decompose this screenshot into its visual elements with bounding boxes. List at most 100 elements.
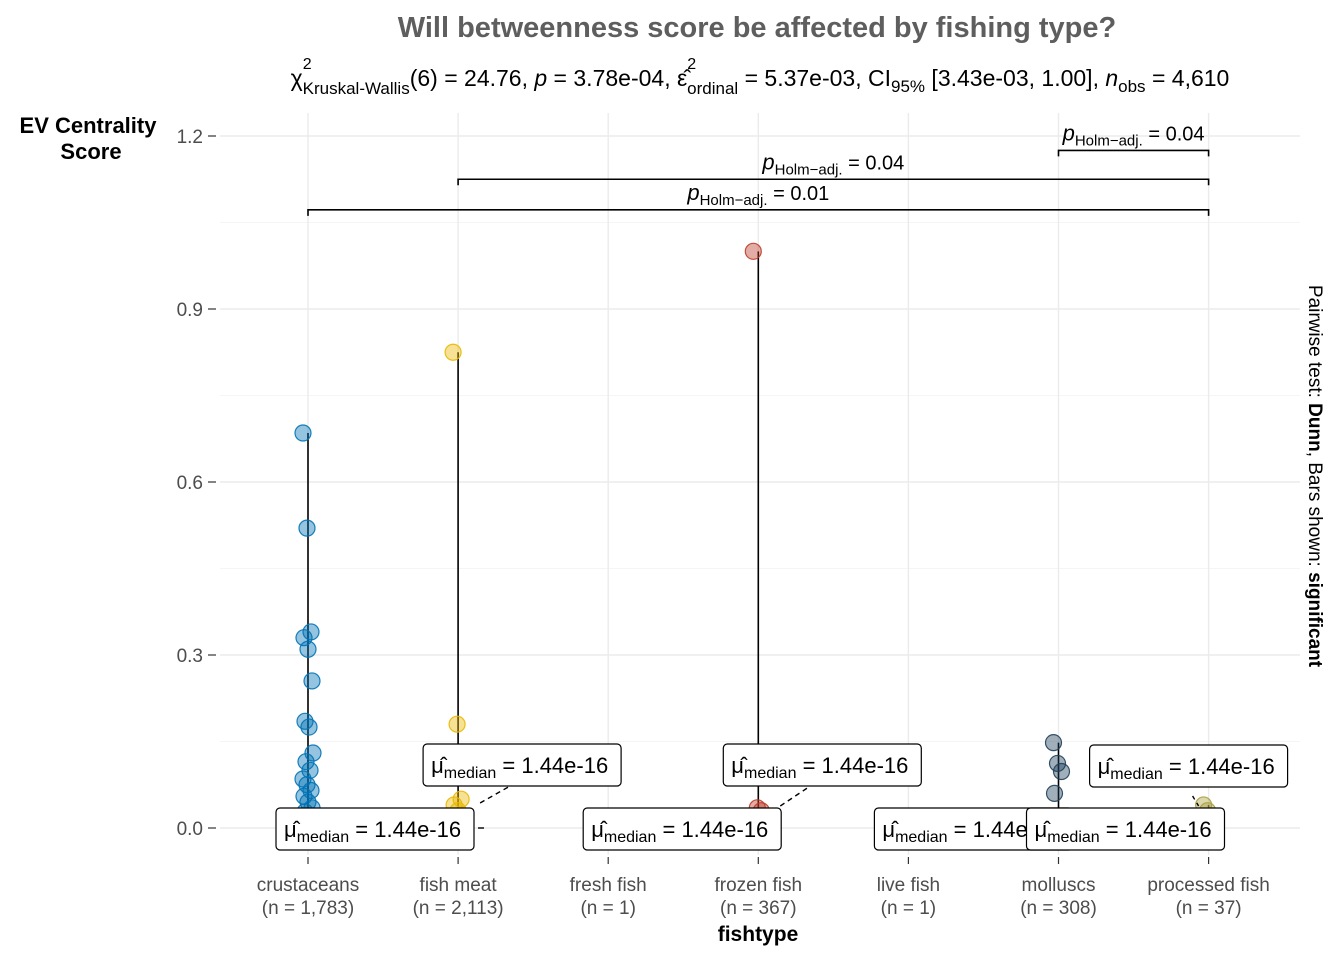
median-eq: =: [948, 817, 973, 842]
data-point: [304, 744, 322, 762]
y-axis-label-line-1: EV Centrality: [20, 113, 158, 138]
data-point: [448, 715, 466, 733]
data-point: [1048, 754, 1067, 773]
data-point: [1044, 734, 1063, 752]
subtitle-eps-sup: 2: [687, 56, 696, 73]
median-label-text: μ̂median = 1.44e-16: [1035, 817, 1212, 846]
pairwise-p-value: = 0.04: [1143, 123, 1205, 145]
subtitle-p-value: 3.78e-04: [573, 65, 664, 91]
y-tick-label: 0.9: [177, 300, 203, 321]
median-label-box: [422, 743, 622, 787]
data-point: [294, 424, 312, 442]
x-tick-label: frozen fish: [714, 875, 802, 896]
median-mu: μ̂: [882, 817, 899, 842]
subtitle-chi-value: 24.76: [464, 65, 522, 91]
subtitle-chi-sub: Kruskal-Wallis: [303, 79, 410, 98]
subtitle-chi-sup: 2: [303, 56, 312, 73]
data-point: [1052, 762, 1071, 781]
pairwise-p-value: = 0.04: [843, 152, 905, 174]
y-tick-label: 0.3: [177, 646, 203, 667]
subtitle-sep-3: ,: [855, 65, 868, 91]
pairwise-label: pHolm−adj. = 0.01: [686, 180, 829, 209]
subtitle-sep-4: ,: [1093, 65, 1106, 91]
x-tick-count: (n = 308): [1020, 898, 1097, 919]
x-tick-count: (n = 37): [1176, 898, 1242, 919]
data-point: [300, 718, 318, 736]
x-tick-count: (n = 2,113): [413, 898, 504, 919]
median-sub: median: [1047, 829, 1099, 846]
median-mu: μ̂: [1035, 817, 1052, 842]
pairwise-p: p: [1062, 120, 1075, 145]
median-sub: median: [1110, 766, 1162, 783]
pairwise-bar: [307, 209, 1210, 216]
median-mu: μ̂: [591, 817, 608, 842]
median-sub: median: [744, 765, 796, 782]
subtitle-n-sub: obs: [1118, 77, 1145, 96]
median-eq: =: [656, 817, 681, 842]
median-mu: μ̂: [431, 753, 448, 778]
x-tick-label: processed fish: [1147, 875, 1270, 896]
median-mu: μ̂: [1098, 754, 1115, 779]
median-connector: [1191, 795, 1200, 807]
pairwise-p: p: [686, 180, 699, 205]
x-tick-count: (n = 367): [720, 898, 797, 919]
median-mu: μ̂: [284, 817, 301, 842]
median-label-text: μ̂median = 1.44e-16: [284, 817, 461, 846]
caption-prefix: Pairwise test:: [1304, 285, 1325, 403]
x-tick-count: (n = 1): [881, 898, 936, 919]
subtitle-p: p: [533, 65, 547, 91]
chart-subtitle: χ2 Kruskal-Wallis(6) = 24.76, p = 3.78e-0…: [291, 56, 1230, 98]
pairwise-p-value: = 0.01: [768, 183, 830, 205]
subtitle-eps-sub: ordinal: [687, 79, 738, 98]
median-eq: =: [1100, 817, 1125, 842]
y-axis: 0.0 0.3 0.6 0.9 1.2: [177, 127, 216, 840]
median-mu: μ̂: [731, 753, 748, 778]
pairwise-label: pHolm−adj. = 0.04: [1062, 120, 1205, 149]
pairwise-caption: Pairwise test: Dunn, Bars shown: signifi…: [1304, 285, 1325, 668]
x-tick-label: fresh fish: [570, 875, 647, 896]
subtitle-sep-2: ,: [664, 65, 677, 91]
caption-shown: significant: [1304, 572, 1325, 668]
median-sub: median: [604, 829, 656, 846]
median-eq: =: [1163, 754, 1188, 779]
data-point: [297, 753, 315, 771]
data-point: [444, 343, 462, 361]
median-label-text: μ̂median = 1.44e-16: [731, 753, 908, 782]
x-axis: crustaceans(n = 1,783) fish meat(n = 2,11…: [257, 857, 1270, 919]
data-point: [298, 519, 316, 537]
pairwise-p-sub: Holm−adj.: [700, 192, 768, 209]
pairwise-p: p: [761, 149, 774, 174]
median-connector: [479, 785, 511, 804]
subtitle-n-value: 4,610: [1172, 65, 1230, 91]
median-value: 1.44e-16: [822, 753, 909, 778]
y-tick-label: 0.6: [177, 473, 203, 494]
x-tick-label: crustaceans: [257, 875, 359, 896]
chart-title: Will betweenness score be affected by fi…: [398, 12, 1116, 44]
subtitle-eq-3: =: [738, 65, 764, 91]
subtitle-sep-1: ,: [522, 65, 535, 91]
x-tick-count: (n = 1,783): [262, 898, 354, 919]
y-axis-label-line-2: Score: [60, 139, 121, 164]
pairwise-label: pHolm−adj. = 0.04: [761, 149, 904, 178]
data-point: [744, 242, 762, 260]
pairwise-bar: [457, 178, 1210, 186]
caption-test: Dunn: [1304, 403, 1325, 452]
y-tick-label: 0.0: [177, 819, 203, 840]
x-tick-count: (n = 1): [580, 898, 635, 919]
subtitle-chi: χ: [291, 65, 303, 91]
subtitle-eps-value: 5.37e-03: [764, 65, 855, 91]
subtitle-ci: CI: [868, 65, 891, 91]
median-label-text: μ̂median = 1.44e-16: [431, 753, 608, 782]
subtitle-df: (6): [410, 65, 438, 91]
subtitle-eq-1: =: [438, 65, 464, 91]
median-eq: =: [349, 817, 374, 842]
median-label-box: [275, 807, 475, 851]
pairwise-p-sub: Holm−adj.: [1075, 132, 1143, 149]
subtitle-eq-2: =: [547, 65, 573, 91]
x-tick-label: live fish: [877, 875, 940, 896]
median-value: 1.44e-16: [1125, 817, 1212, 842]
median-label-box: [1088, 744, 1289, 788]
median-eq: =: [496, 753, 521, 778]
data-point: [303, 672, 321, 690]
